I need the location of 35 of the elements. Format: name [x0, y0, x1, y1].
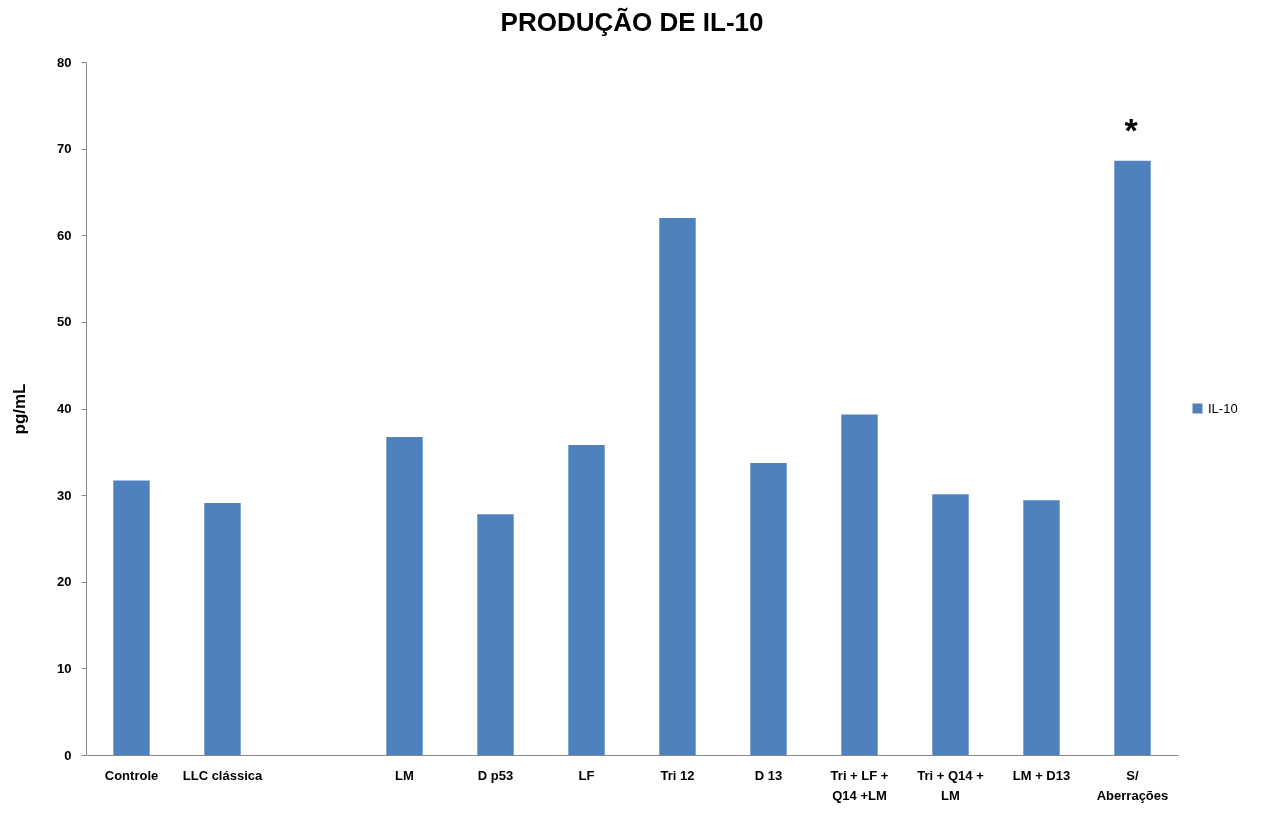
bar [932, 494, 969, 755]
x-tick-label: Controle [104, 767, 159, 783]
y-tick-label: 80 [57, 54, 72, 70]
x-tick-label: LM + D13 [1012, 767, 1071, 783]
bar [568, 444, 605, 755]
chart-title: PRODUÇÃO DE IL-10 [500, 7, 764, 37]
legend-label: IL-10 [1208, 400, 1238, 416]
y-tick-label: 70 [57, 141, 72, 157]
y-tick-label: 60 [57, 227, 72, 243]
y-axis-title: pg/mL [10, 383, 30, 435]
y-tick-label: 0 [64, 747, 72, 763]
x-tick-label: Tri + LF + Q14 +LM [830, 767, 889, 803]
y-tick-label: 20 [57, 574, 72, 590]
bar [1114, 160, 1151, 755]
annotation: * [1124, 111, 1139, 149]
bar [204, 502, 241, 755]
bar [659, 217, 696, 755]
bar [386, 437, 423, 755]
bar [113, 480, 150, 755]
bar [1023, 500, 1060, 755]
x-tick-label: LM [395, 767, 414, 783]
bar [477, 514, 514, 755]
y-tick-label: 10 [57, 660, 72, 676]
x-tick-label: LF [578, 767, 595, 783]
x-tick-label: S/ Aberrações [1096, 767, 1169, 803]
bar [841, 414, 878, 755]
y-tick-label: 40 [57, 401, 72, 416]
y-tick-label: 30 [57, 487, 72, 503]
x-tick-label: D 13 [754, 767, 783, 783]
bar [750, 463, 787, 755]
x-tick-label: LLC clássica [182, 767, 264, 783]
x-tick-label: Tri 12 [660, 767, 695, 783]
x-tick-label: D p53 [477, 767, 514, 783]
x-tick-label: Tri + Q14 + LM [917, 767, 985, 803]
y-tick-label: 50 [57, 314, 72, 330]
